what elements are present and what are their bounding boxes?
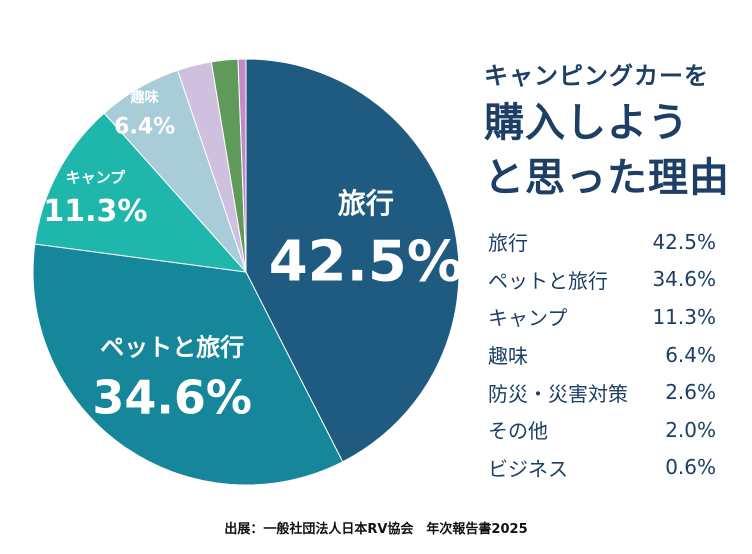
legend-value: 2.6% bbox=[665, 380, 716, 404]
legend-category: 旅行 bbox=[488, 227, 528, 256]
legend-category: その他 bbox=[488, 415, 548, 444]
slice-value-label: 6.4% bbox=[114, 115, 175, 140]
legend-category: ペットと旅行 bbox=[488, 265, 608, 294]
chart-title-line-3: と思った理由 bbox=[484, 145, 730, 203]
chart-title-line-1: キャンピングカーを bbox=[484, 56, 709, 91]
legend-row: キャンプ 11.3% bbox=[488, 298, 716, 336]
source-note: 出展：一般社団法人日本RV協会 年次報告書2025 bbox=[0, 518, 752, 537]
legend-row: 旅行 42.5% bbox=[488, 223, 716, 261]
legend-category: キャンプ bbox=[488, 302, 567, 331]
legend-category: ビジネス bbox=[488, 453, 568, 482]
legend-row: その他 2.0% bbox=[488, 411, 716, 449]
legend-value: 11.3% bbox=[652, 305, 716, 329]
legend-row: 趣味 6.4% bbox=[488, 336, 716, 374]
legend-value: 6.4% bbox=[665, 343, 716, 367]
slice-value-label: 11.3% bbox=[43, 194, 147, 229]
legend-value: 42.5% bbox=[652, 230, 716, 254]
slice-value-label: 42.5% bbox=[269, 230, 463, 295]
legend-value: 0.6% bbox=[665, 455, 716, 479]
legend-category: 防災・災害対策 bbox=[488, 378, 628, 407]
slice-category-label: 旅行 bbox=[338, 187, 394, 220]
legend-row: ペットと旅行 34.6% bbox=[488, 261, 716, 299]
slice-category-label: ペットと旅行 bbox=[100, 333, 244, 361]
slice-category-label: キャンプ bbox=[66, 168, 127, 186]
legend-row: ビジネス 0.6% bbox=[488, 449, 716, 487]
slice-category-label: 趣味 bbox=[130, 89, 159, 106]
legend-row: 防災・災害対策 2.6% bbox=[488, 373, 716, 411]
legend-table: 旅行 42.5% ペットと旅行 34.6% キャンプ 11.3% 趣味 6.4%… bbox=[488, 223, 716, 486]
chart-title-line-2: 購入しよう bbox=[484, 90, 689, 148]
legend-category: 趣味 bbox=[488, 340, 528, 369]
slice-value-label: 34.6% bbox=[92, 370, 252, 424]
legend-value: 2.0% bbox=[665, 418, 716, 442]
legend-value: 34.6% bbox=[652, 267, 716, 291]
pie-chart: 旅行 42.5% ペットと旅行 34.6% キャンプ 11.3% 趣味 6.4% bbox=[0, 0, 480, 500]
